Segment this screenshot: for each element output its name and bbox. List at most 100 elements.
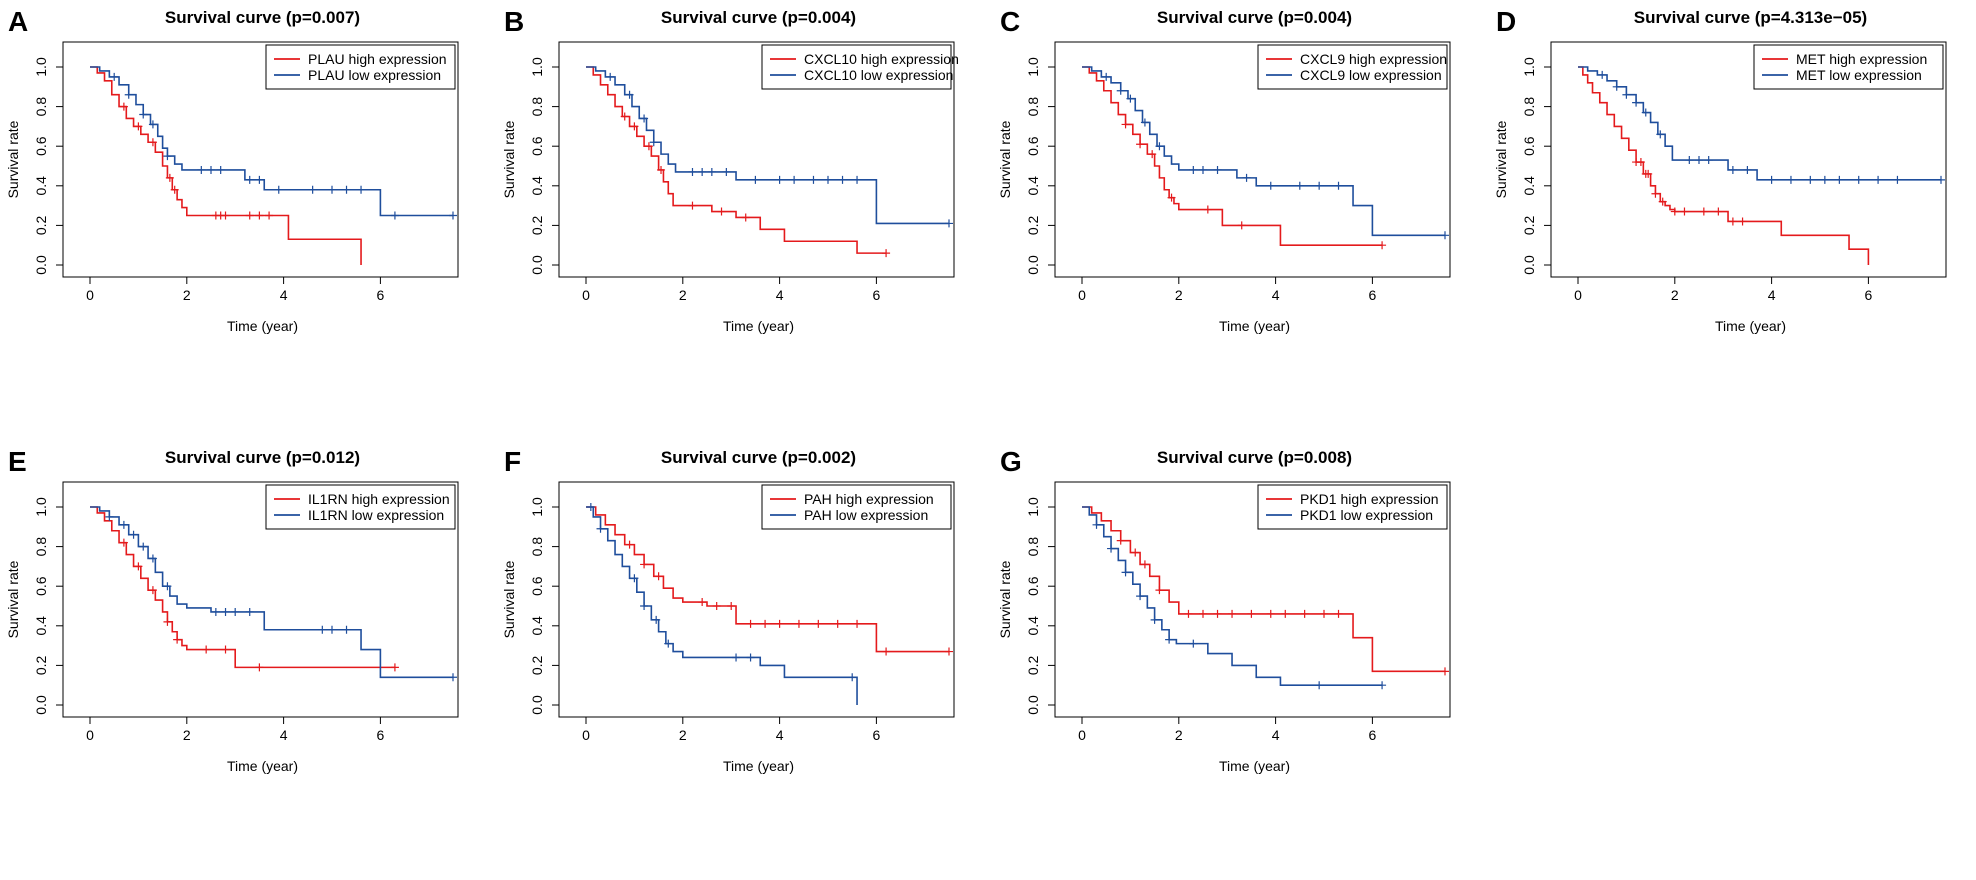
x-tick-label: 6 (873, 287, 881, 303)
legend-box (1753, 44, 1944, 90)
censor-mark (1121, 568, 1130, 577)
censor-mark (1199, 165, 1207, 174)
censor-mark (308, 185, 317, 194)
censor-mark (318, 625, 327, 634)
x-tick-label: 0 (1078, 727, 1086, 743)
y-tick-label: 0.4 (1025, 176, 1041, 196)
series-high (586, 506, 953, 656)
survival-curve (90, 506, 395, 669)
y-tick-label: 0.6 (529, 576, 545, 596)
censor-mark (1266, 181, 1275, 190)
censor-mark (1644, 169, 1653, 178)
censor-mark (1150, 615, 1159, 624)
survival-curve (90, 506, 453, 679)
censor-mark (148, 120, 157, 129)
plot-frame (62, 481, 459, 718)
censor-mark (255, 663, 264, 672)
x-tick-label: 6 (1369, 287, 1377, 303)
censor-mark (654, 572, 663, 581)
y-tick-label: 1.0 (1521, 57, 1537, 77)
censor-mark (652, 615, 661, 624)
survival-curve (1082, 506, 1445, 673)
censor-mark (1622, 90, 1631, 99)
censor-mark (1728, 217, 1737, 226)
x-tick-label: 0 (582, 287, 590, 303)
censor-mark (1612, 82, 1621, 91)
censor-mark (119, 520, 128, 529)
series-low (1082, 66, 1449, 240)
legend-box (1257, 44, 1448, 90)
y-tick-label: 0.2 (33, 215, 49, 235)
censor-mark (170, 185, 179, 194)
censor-mark (640, 560, 649, 569)
x-tick-label: 4 (280, 287, 288, 303)
y-tick-label: 1.0 (1025, 57, 1041, 77)
censor-mark (274, 185, 283, 194)
censor-mark (741, 213, 750, 222)
censor-mark (1155, 142, 1164, 151)
censor-mark (1281, 609, 1290, 618)
panel-f: F Survival curve (p=0.002) 0 2 4 6 0.0 0.2 0.4 0.… (496, 440, 996, 880)
censor-mark (833, 619, 842, 628)
censor-mark (1658, 197, 1667, 206)
legend-label: CXCL9 low expression (1300, 67, 1442, 83)
censor-mark (1334, 609, 1343, 618)
censor-mark (1728, 165, 1737, 174)
censor-mark (1874, 175, 1883, 184)
x-tick-label: 0 (582, 727, 590, 743)
x-tick-label: 2 (1175, 727, 1183, 743)
censor-mark (245, 211, 254, 220)
y-tick-label: 0.8 (33, 97, 49, 117)
legend-label: PAH high expression (804, 491, 934, 507)
panel-letter: A (8, 6, 28, 37)
x-tick-label: 0 (1078, 287, 1086, 303)
censor-mark (945, 647, 953, 656)
y-tick-label: 1.0 (529, 497, 545, 517)
chart-svg: B Survival curve (p=0.004) 0 2 4 6 0.0 0.2 0.4 0.… (501, 6, 959, 334)
censor-mark (211, 607, 220, 616)
panel-d: D Survival curve (p=4.313e−05) 0 2 4 6 0.0 0.2 0… (1488, 0, 1976, 440)
censor-mark (1247, 609, 1256, 618)
censor-mark (1116, 86, 1125, 95)
censor-mark (231, 607, 240, 616)
censor-mark (1636, 158, 1645, 167)
survival-curve (586, 66, 949, 225)
censor-mark (129, 530, 138, 539)
censor-mark (727, 602, 736, 610)
chart-svg: C Survival curve (p=0.004) 0 2 4 6 0.0 0.2 0.4 0.… (997, 6, 1451, 334)
plot-frame (1054, 481, 1451, 718)
x-axis-label: Time (year) (723, 758, 794, 774)
censor-mark (1835, 175, 1844, 184)
censor-mark (1140, 560, 1149, 569)
censor-mark (449, 673, 457, 682)
chart-svg: A Survival curve (p=0.007) 0 2 4 6 0.0 0.2 0.4 0.… (5, 6, 459, 334)
survival-curve (586, 66, 887, 254)
y-tick-label: 0.8 (529, 97, 545, 117)
censor-mark (630, 574, 639, 583)
censor-mark (1102, 72, 1111, 81)
censor-mark (1743, 165, 1752, 174)
y-tick-label: 0.2 (1521, 215, 1537, 235)
y-axis-label: Survival rate (997, 120, 1013, 198)
legend-label: PKD1 low expression (1300, 507, 1433, 523)
censor-mark (207, 165, 215, 174)
series-high (586, 66, 891, 258)
panel-letter: B (504, 6, 524, 37)
panel-letter: G (1000, 446, 1022, 477)
censor-mark (1167, 193, 1176, 202)
y-tick-label: 0.4 (529, 176, 545, 196)
censor-mark (148, 586, 157, 595)
x-tick-label: 2 (679, 727, 687, 743)
x-axis-label: Time (year) (227, 318, 298, 334)
censor-mark (746, 619, 755, 628)
legend-box (761, 484, 952, 530)
survival-curve (1082, 66, 1383, 246)
censor-mark (1441, 231, 1449, 240)
censor-mark (644, 142, 653, 151)
censor-mark (853, 619, 862, 628)
censor-mark (1131, 548, 1140, 557)
censor-mark (1203, 205, 1212, 214)
censor-mark (640, 114, 649, 123)
censor-mark (328, 625, 336, 634)
chart-title: Survival curve (p=0.008) (1157, 448, 1352, 467)
